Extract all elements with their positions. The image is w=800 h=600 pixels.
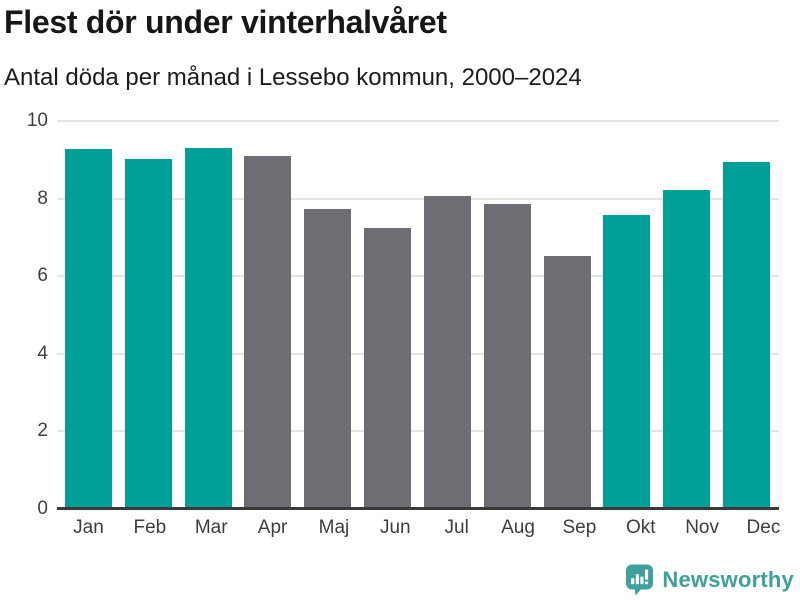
chart-subtitle: Antal döda per månad i Lessebo kommun, 2… [4, 64, 582, 91]
x-tick-label-maj: Maj [318, 517, 350, 538]
bars-row [57, 121, 779, 509]
y-tick-label-2: 2 [37, 420, 48, 442]
bar-jul [423, 195, 471, 509]
gridline-8 [57, 197, 779, 200]
chart-title: Flest dör under vinterhalvåret [4, 4, 447, 40]
x-tick-label-jan: Jan [73, 517, 104, 538]
gridline-10 [57, 120, 779, 122]
x-tick-label-sep: Sep [562, 517, 597, 538]
bar-jan [65, 148, 112, 509]
plot-area [57, 120, 779, 510]
x-tick-label-feb: Feb [133, 517, 167, 538]
bar-jun [364, 227, 412, 509]
newsworthy-bubble-chart-icon [625, 564, 654, 596]
bar-nov [663, 190, 711, 509]
y-axis: 0 2 4 6 8 10 [0, 110, 48, 519]
bar-dec [722, 161, 770, 509]
y-tick-label-8: 8 [37, 187, 48, 209]
y-tick-label-10: 10 [26, 110, 48, 131]
x-tick-label-okt: Okt [625, 517, 656, 538]
y-tick-label-4: 4 [37, 342, 48, 364]
x-tick-label-dec: Dec [746, 517, 781, 538]
gridline-2 [57, 430, 779, 433]
bar-mar [184, 147, 232, 509]
bar-maj [304, 209, 352, 509]
y-tick-label-0: 0 [37, 498, 48, 519]
x-axis: Jan Feb Mar Apr Maj Jun Jul Aug Sep Okt Nov Dec [57, 517, 796, 539]
bar-feb [124, 158, 172, 509]
x-tick-label-nov: Nov [685, 517, 719, 538]
x-axis-line [57, 507, 779, 510]
y-tick-label-6: 6 [37, 265, 48, 287]
brand-name: Newsworthy [662, 567, 794, 592]
bar-aug [483, 204, 531, 509]
bar-apr [244, 155, 292, 509]
bar-sep [543, 256, 591, 509]
bar-okt [603, 215, 651, 509]
x-tick-label-jun: Jun [379, 517, 411, 538]
gridline-6 [57, 275, 779, 278]
x-tick-label-jul: Jul [444, 517, 469, 538]
x-tick-label-apr: Apr [257, 517, 288, 538]
x-tick-label-mar: Mar [194, 517, 228, 538]
gridline-4 [57, 352, 779, 355]
brand-logo: Newsworthy [625, 564, 794, 596]
x-tick-label-aug: Aug [501, 517, 535, 538]
